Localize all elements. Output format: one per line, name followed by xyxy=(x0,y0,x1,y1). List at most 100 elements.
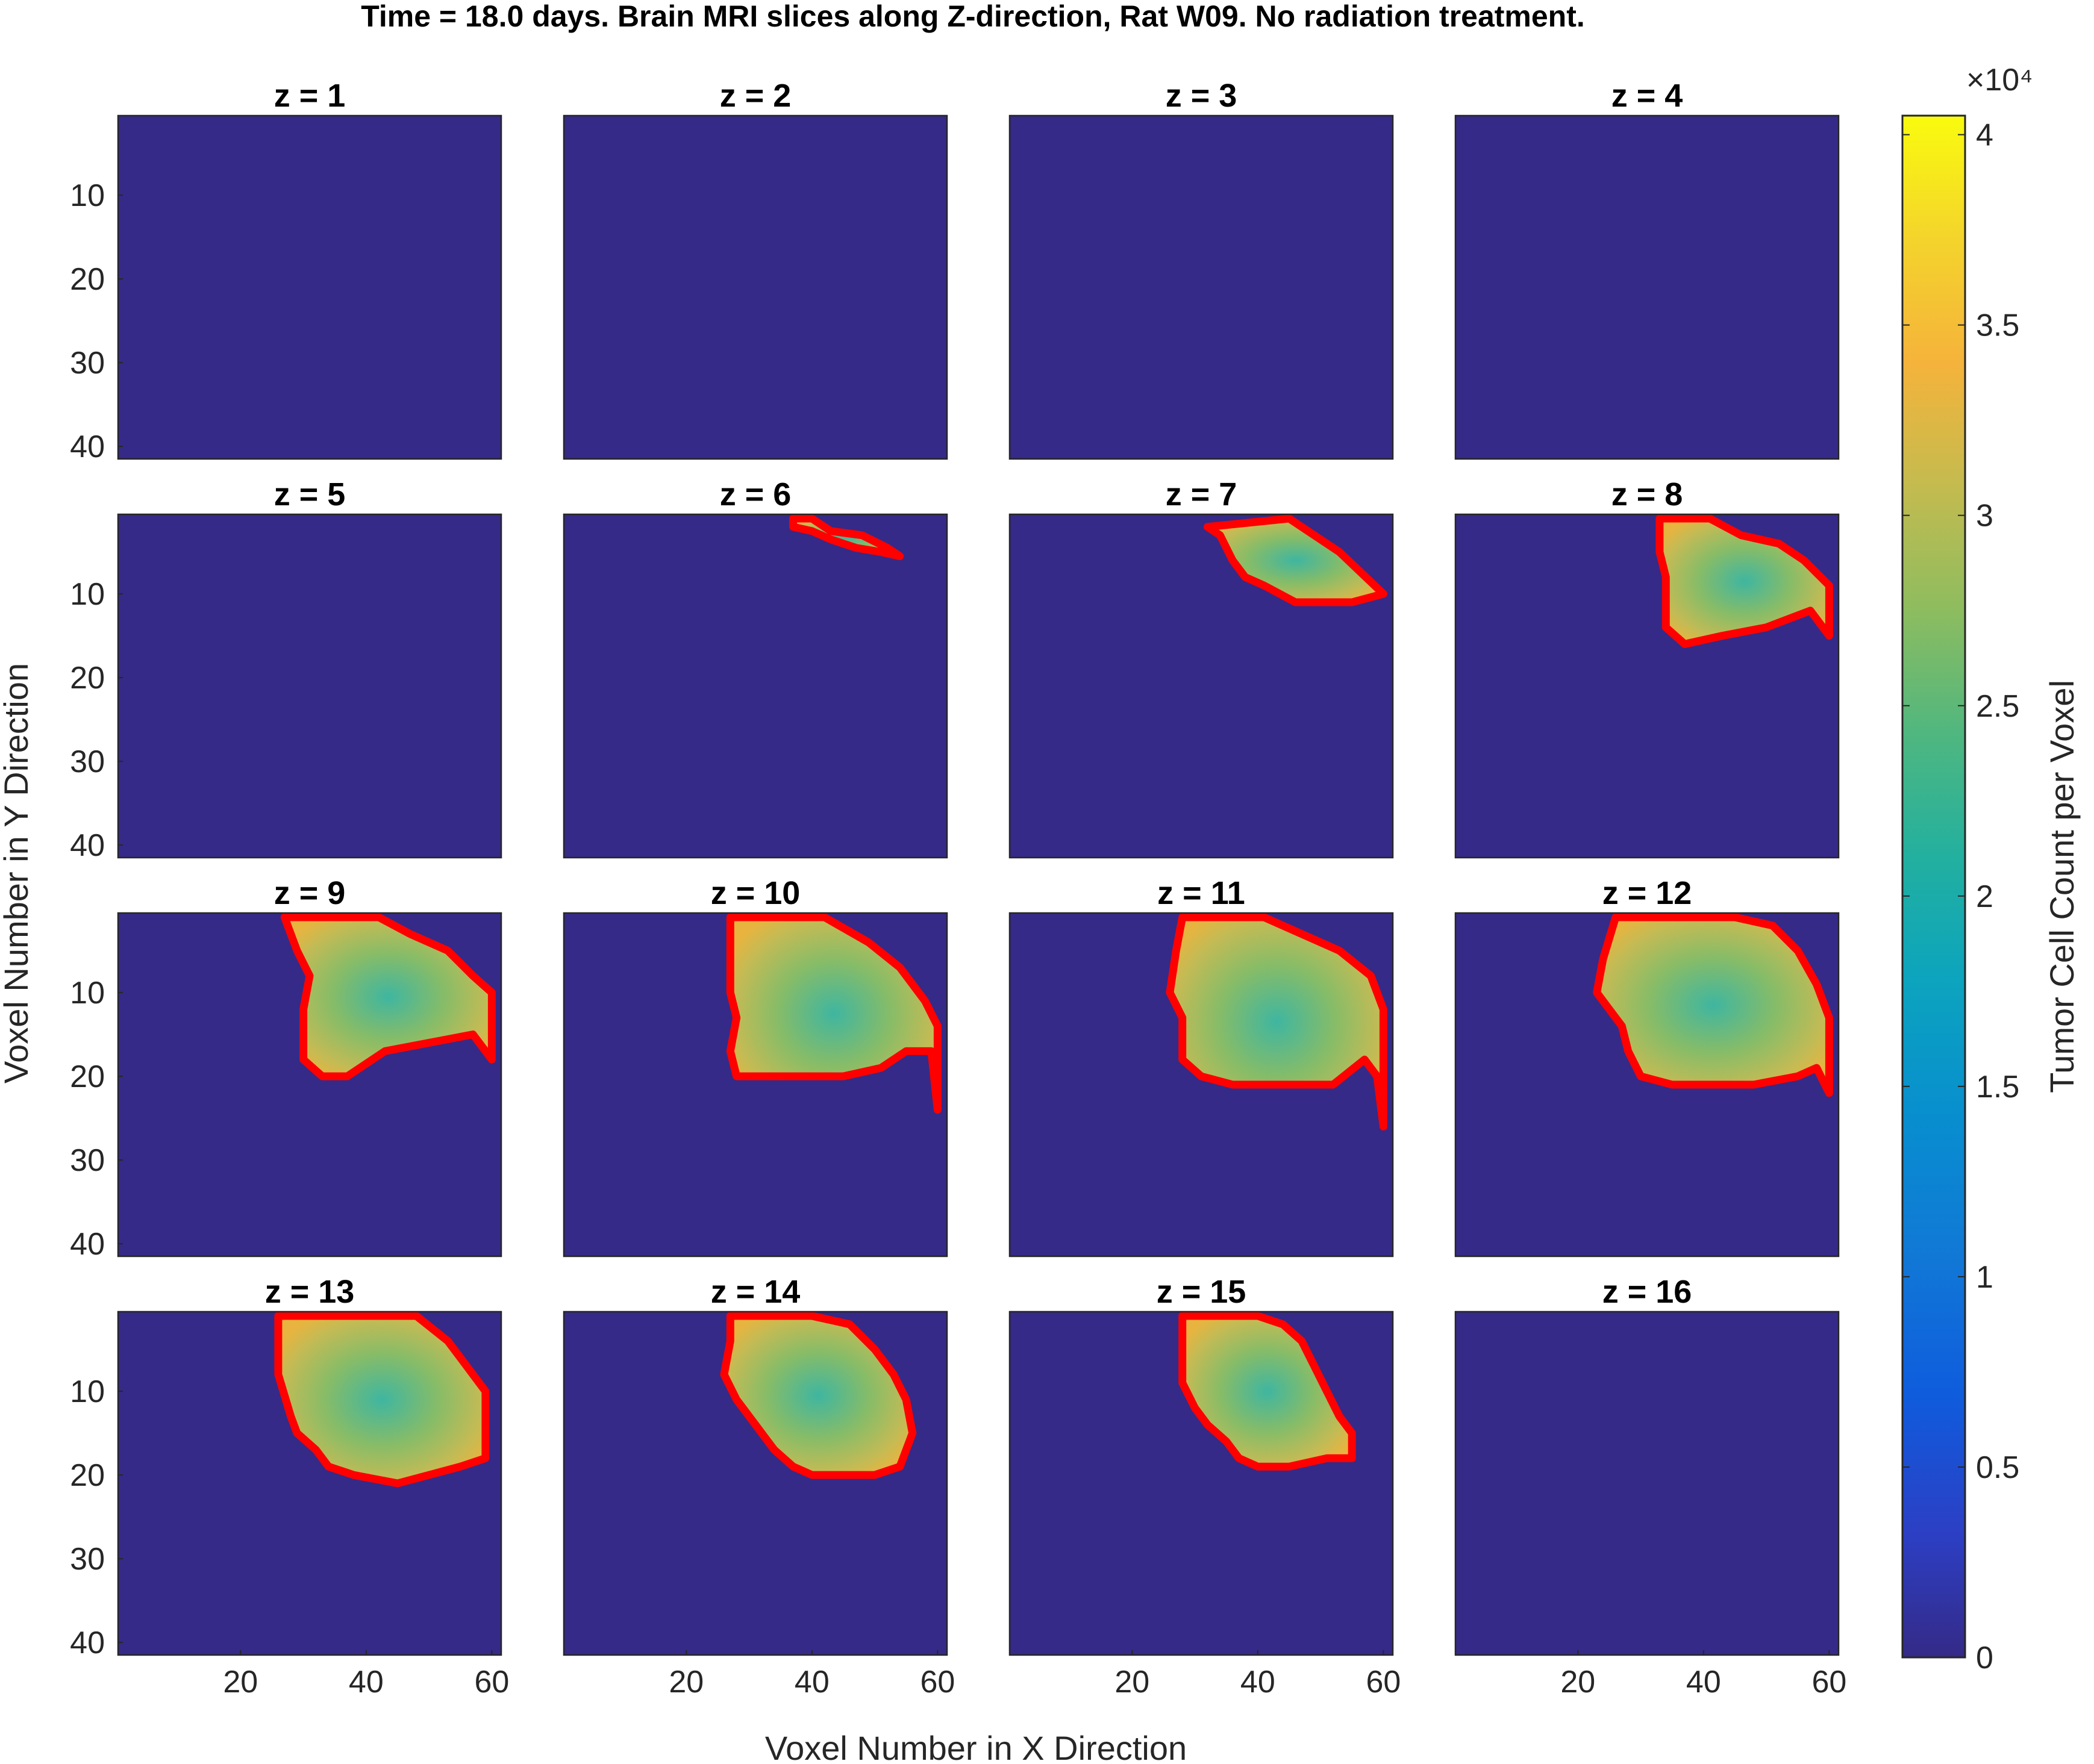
panel-background xyxy=(118,514,501,858)
heatmap-panel: z = 11 xyxy=(1008,875,1394,1258)
tumor-contour xyxy=(1178,1312,1356,1471)
panel-title: z = 14 xyxy=(711,1274,801,1310)
panel-frame xyxy=(117,912,502,1258)
x-tick-label: 20 xyxy=(669,1665,704,1700)
y-tick-label: 30 xyxy=(70,346,105,381)
panel-frame xyxy=(563,513,948,859)
colorbar-tick-label: 2 xyxy=(1976,879,1993,914)
y-axis-label: Voxel Number in Y Direction xyxy=(0,663,35,1083)
panel-background xyxy=(1455,116,1839,459)
colorbar-tick-label: 0.5 xyxy=(1976,1450,2019,1485)
colorbar-tick-label: 1 xyxy=(1976,1260,1993,1295)
heatmap-panel: z = 2 xyxy=(563,78,948,460)
panel-frame xyxy=(1454,912,1840,1258)
tumor-contour xyxy=(789,514,904,560)
colorbar-tick-label: 0 xyxy=(1976,1641,1993,1675)
colorbar-ticks: 0 0.5 1 1.5 2 2.5 3 3.5 4 xyxy=(1902,118,2019,1675)
panel-frame xyxy=(563,912,948,1258)
panel-frame xyxy=(1454,1311,1840,1656)
tumor-region xyxy=(1207,519,1384,602)
panel-background xyxy=(118,116,501,459)
tumor-region xyxy=(1596,917,1830,1093)
x-tick-label: 20 xyxy=(1560,1665,1595,1700)
y-tick-label: 40 xyxy=(70,429,105,464)
tumor-contour xyxy=(726,913,942,1114)
panel-title: z = 3 xyxy=(1166,78,1237,114)
y-tick-label: 30 xyxy=(70,1143,105,1178)
panel-frame xyxy=(1008,912,1394,1258)
colorbar-tick-label: 3 xyxy=(1976,499,1993,534)
x-tick-label: 40 xyxy=(795,1665,830,1700)
panel-title: z = 9 xyxy=(274,875,346,911)
figure-title: Time = 18.0 days. Brain MRI slices along… xyxy=(361,0,1585,33)
tumor-contour xyxy=(1203,514,1387,606)
tumor-contour xyxy=(1655,514,1833,648)
heatmap-panel: z = 8 xyxy=(1454,476,1840,859)
heatmap-panel: z = 14 20 40 60 xyxy=(563,1274,955,1700)
y-tick-label: 30 xyxy=(70,744,105,779)
colorbar-frame xyxy=(1901,114,1966,1659)
heatmap-panel: z = 4 xyxy=(1454,78,1840,460)
y-tick-label: 10 xyxy=(70,178,105,213)
colorbar-gradient xyxy=(1902,116,1965,1657)
heatmap-panel: z = 1 10 20 30 40 xyxy=(70,78,502,464)
y-tick-label: 10 xyxy=(70,1374,105,1409)
panel-frame xyxy=(1008,114,1394,460)
panel-background xyxy=(564,514,947,858)
x-tick-label: 40 xyxy=(1686,1665,1721,1700)
heatmap-panel: z = 13 10 20 30 40 20 40 60 xyxy=(70,1274,509,1700)
tumor-contour xyxy=(1166,913,1387,1130)
heatmap-panel: z = 12 xyxy=(1454,875,1840,1258)
x-tick-label: 40 xyxy=(1240,1665,1275,1700)
y-tick-label: 20 xyxy=(70,1059,105,1094)
y-tick-label: 20 xyxy=(70,262,105,297)
heatmap-panel: z = 10 xyxy=(563,875,948,1258)
colorbar-tick-label: 1.5 xyxy=(1976,1070,2019,1105)
colorbar-tick-label: 4 xyxy=(1976,118,1993,153)
tumor-region xyxy=(1169,917,1384,1127)
colorbar: ×10⁴ 0 0.5 1 1.5 2 2.5 3 3.5 4 Tumor Cell Count … xyxy=(1901,63,2081,1675)
panel-title: z = 11 xyxy=(1157,875,1245,911)
heatmap-panel: z = 15 20 40 60 xyxy=(1008,1274,1401,1700)
y-tick-label: 10 xyxy=(70,577,105,612)
panel-background xyxy=(564,116,947,459)
panel-title: z = 12 xyxy=(1602,875,1692,911)
tumor-contour xyxy=(280,913,496,1080)
y-tick-label: 40 xyxy=(70,1227,105,1262)
panel-frame xyxy=(1454,513,1840,859)
tumor-region xyxy=(1182,1316,1352,1467)
panel-title: z = 15 xyxy=(1157,1274,1246,1310)
heatmap-panel: z = 3 xyxy=(1008,78,1394,460)
x-tick-label: 60 xyxy=(1811,1665,1846,1700)
x-tick-label: 60 xyxy=(920,1665,955,1700)
tumor-region xyxy=(284,917,492,1077)
panel-background xyxy=(1455,1312,1839,1655)
x-axis-label: Voxel Number in X Direction xyxy=(765,1729,1187,1764)
colorbar-tick-label: 3.5 xyxy=(1976,308,2019,343)
x-tick-label: 60 xyxy=(474,1665,509,1700)
panel-frame xyxy=(1454,114,1840,460)
tumor-region xyxy=(724,1316,913,1476)
colorbar-exponent: ×10⁴ xyxy=(1966,63,2033,98)
panel-title: z = 16 xyxy=(1602,1274,1692,1310)
heatmap-panel: z = 6 xyxy=(563,476,948,859)
panel-background xyxy=(1010,116,1393,459)
x-tick-label: 60 xyxy=(1366,1665,1401,1700)
tumor-contour xyxy=(1593,913,1833,1097)
panel-frame xyxy=(563,114,948,460)
panel-title: z = 5 xyxy=(274,476,346,513)
panel-grid: z = 1 10 20 30 40 z = 2 z = 3 z = 4 z = 5 10 20 30 4… xyxy=(70,78,1846,1700)
y-tick-label: 40 xyxy=(70,828,105,863)
panel-frame xyxy=(563,1311,948,1656)
panel-frame xyxy=(1008,513,1394,859)
x-tick-label: 20 xyxy=(1114,1665,1149,1700)
heatmap-panel: z = 5 10 20 30 40 xyxy=(70,476,502,863)
heatmap-panel: z = 9 10 20 30 40 xyxy=(70,875,502,1262)
panel-title: z = 7 xyxy=(1166,476,1237,513)
panel-title: z = 10 xyxy=(711,875,801,911)
y-tick-label: 10 xyxy=(70,976,105,1011)
y-tick-label: 40 xyxy=(70,1625,105,1660)
panel-title: z = 2 xyxy=(720,78,792,114)
y-tick-label: 30 xyxy=(70,1542,105,1577)
